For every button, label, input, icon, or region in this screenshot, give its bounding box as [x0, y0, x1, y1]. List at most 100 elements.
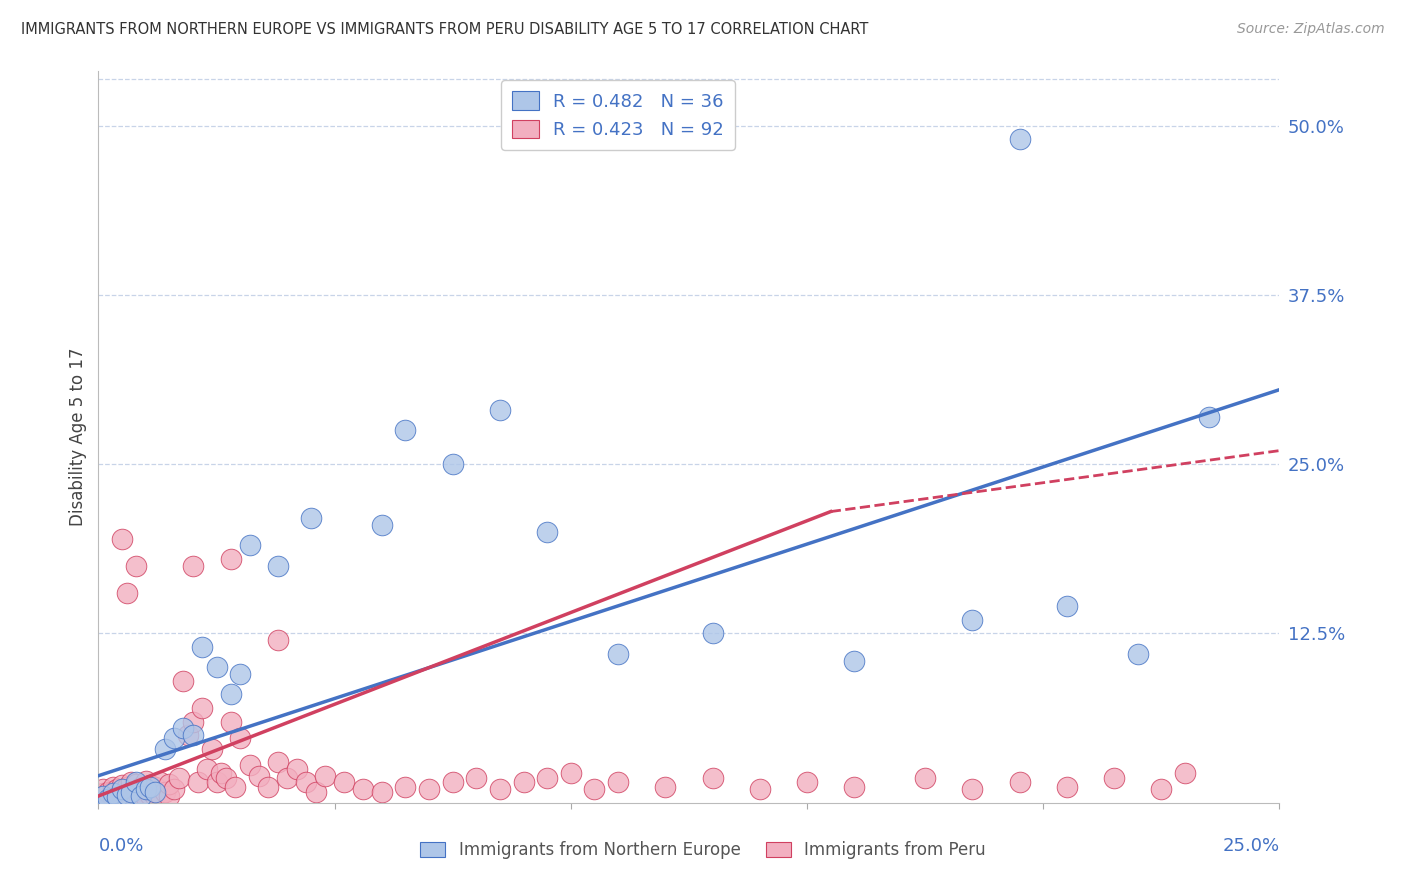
Point — [135, 782, 157, 797]
Point — [153, 785, 176, 799]
Point — [91, 789, 114, 803]
Point — [191, 640, 214, 654]
Point — [285, 762, 308, 776]
Point — [748, 782, 770, 797]
Point — [121, 775, 143, 789]
Point — [371, 785, 394, 799]
Point — [394, 780, 416, 794]
Point — [560, 766, 582, 780]
Point — [295, 775, 318, 789]
Point — [121, 785, 143, 799]
Point — [125, 791, 148, 805]
Point — [1056, 780, 1078, 794]
Point — [229, 667, 252, 681]
Point — [489, 782, 512, 797]
Point — [91, 786, 114, 800]
Point — [239, 757, 262, 772]
Point — [105, 791, 128, 805]
Point — [139, 788, 162, 802]
Point — [135, 790, 157, 805]
Text: Source: ZipAtlas.com: Source: ZipAtlas.com — [1237, 22, 1385, 37]
Point — [441, 775, 464, 789]
Point — [111, 785, 134, 799]
Point — [267, 755, 290, 769]
Point — [139, 778, 162, 792]
Point — [157, 789, 180, 803]
Legend: R = 0.482   N = 36, R = 0.423   N = 92: R = 0.482 N = 36, R = 0.423 N = 92 — [501, 80, 735, 150]
Point — [1174, 766, 1197, 780]
Point — [418, 782, 440, 797]
Point — [129, 789, 152, 803]
Point — [844, 654, 866, 668]
Point — [157, 777, 180, 791]
Point — [702, 626, 724, 640]
Point — [91, 791, 114, 805]
Point — [101, 790, 124, 805]
Point — [91, 782, 114, 797]
Point — [536, 772, 558, 786]
Point — [1008, 775, 1031, 789]
Point — [105, 790, 128, 805]
Point — [121, 785, 143, 799]
Point — [224, 780, 246, 794]
Point — [172, 673, 194, 688]
Point — [195, 762, 218, 776]
Text: IMMIGRANTS FROM NORTHERN EUROPE VS IMMIGRANTS FROM PERU DISABILITY AGE 5 TO 17 C: IMMIGRANTS FROM NORTHERN EUROPE VS IMMIG… — [21, 22, 869, 37]
Point — [1126, 647, 1149, 661]
Point — [125, 558, 148, 573]
Point — [276, 772, 298, 786]
Point — [115, 586, 138, 600]
Point — [181, 558, 204, 573]
Point — [314, 769, 336, 783]
Point — [115, 788, 138, 802]
Point — [654, 780, 676, 794]
Point — [135, 782, 157, 797]
Point — [163, 782, 186, 797]
Point — [143, 780, 166, 794]
Point — [129, 789, 152, 803]
Point — [229, 731, 252, 745]
Point — [105, 788, 128, 802]
Point — [172, 721, 194, 735]
Point — [1198, 409, 1220, 424]
Point — [111, 782, 134, 797]
Point — [215, 772, 238, 786]
Point — [205, 775, 228, 789]
Point — [219, 552, 242, 566]
Point — [135, 774, 157, 789]
Point — [101, 780, 124, 794]
Point — [352, 782, 374, 797]
Point — [489, 403, 512, 417]
Point — [394, 423, 416, 437]
Point — [914, 772, 936, 786]
Point — [181, 714, 204, 729]
Point — [163, 731, 186, 745]
Point — [115, 786, 138, 800]
Point — [702, 772, 724, 786]
Point — [305, 785, 328, 799]
Point — [267, 558, 290, 573]
Point — [441, 457, 464, 471]
Point — [187, 775, 209, 789]
Point — [111, 790, 134, 805]
Point — [143, 785, 166, 799]
Point — [191, 701, 214, 715]
Point — [101, 786, 124, 800]
Point — [299, 511, 322, 525]
Point — [205, 660, 228, 674]
Point — [111, 778, 134, 792]
Point — [1008, 132, 1031, 146]
Point — [115, 791, 138, 805]
Point — [97, 793, 120, 807]
Point — [177, 728, 200, 742]
Point — [153, 741, 176, 756]
Point — [105, 782, 128, 797]
Point — [607, 775, 630, 789]
Point — [371, 518, 394, 533]
Point — [512, 775, 534, 789]
Point — [111, 532, 134, 546]
Point — [1102, 772, 1125, 786]
Point — [962, 613, 984, 627]
Point — [101, 783, 124, 797]
Point — [149, 775, 172, 789]
